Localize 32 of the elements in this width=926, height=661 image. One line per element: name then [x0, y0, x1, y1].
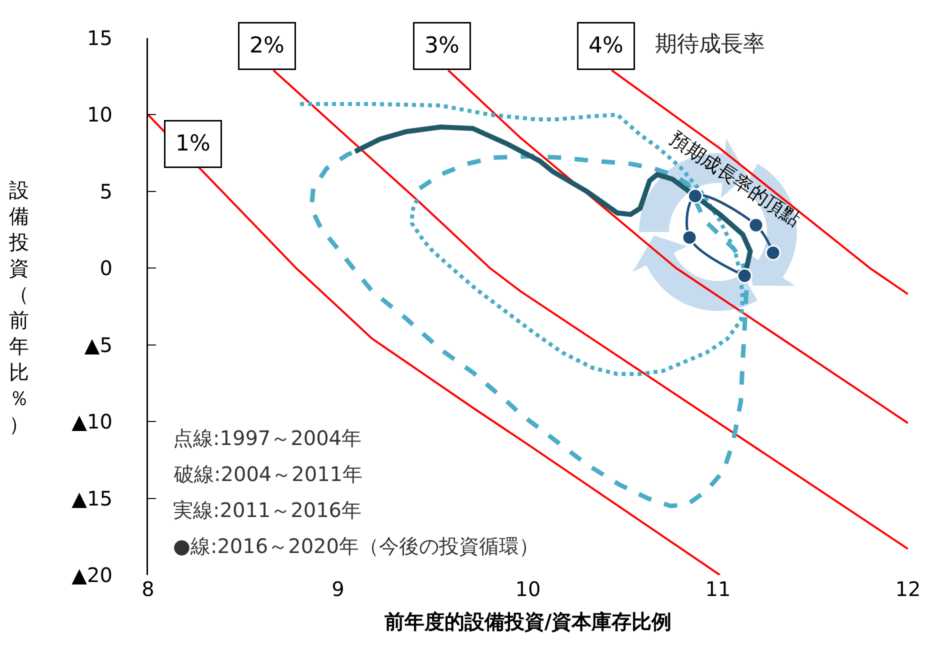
y-tick-label: ▲15: [72, 486, 112, 510]
annotation: 破線:2004～2011年: [173, 462, 363, 486]
x-tick-label: 11: [705, 577, 731, 601]
x-tick-label: 9: [332, 577, 344, 601]
point: [736, 268, 752, 284]
y-tick-label: ▲5: [84, 332, 112, 357]
annotation: 預期成長率的頂點: [666, 128, 804, 231]
y-tick-label: 5: [100, 179, 112, 204]
annotation: 期待成長率: [655, 32, 765, 57]
point: [687, 188, 703, 204]
y-tick-label: 10: [87, 102, 112, 127]
line-series: [610, 69, 908, 296]
series-label: 3%: [424, 34, 460, 58]
x-tick-label: 8: [142, 577, 154, 601]
point: [765, 245, 781, 261]
point: [682, 230, 698, 246]
y-tick-label: 0: [100, 256, 112, 280]
y-tick-label: ▲20: [72, 563, 112, 587]
text: 設備投資（前年比％）: [9, 178, 29, 436]
y-tick-label: 15: [87, 26, 112, 50]
series-label: 2%: [250, 34, 284, 58]
x-axis-title: 前年度的設備投資/資本庫存比例: [383, 610, 672, 634]
series-label: 1%: [176, 132, 210, 156]
point: [748, 217, 764, 233]
annotation: 実線:2011～2016年: [173, 498, 362, 522]
x-tick-label: 10: [515, 577, 541, 601]
x-tick-label: 12: [895, 577, 921, 601]
annotation: 点線:1997～2004年: [173, 426, 362, 450]
line-series: [447, 69, 908, 424]
annotation: ●線:2016～2020年（今後の投資循環）: [173, 534, 539, 558]
y-tick-label: ▲10: [72, 410, 112, 434]
series-label: 4%: [588, 34, 624, 58]
